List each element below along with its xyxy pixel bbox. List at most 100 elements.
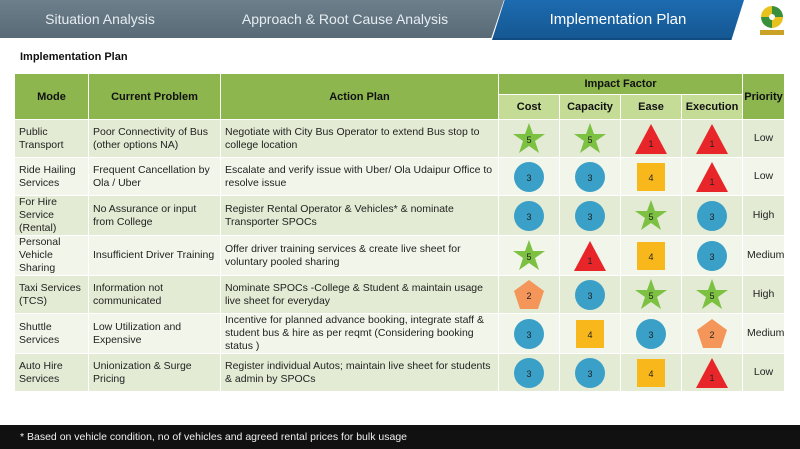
square-icon: 4	[634, 162, 668, 191]
triangle-icon: 1	[695, 123, 729, 154]
action-cell: Register individual Autos; maintain live…	[220, 353, 499, 392]
svg-text:3: 3	[709, 252, 714, 262]
svg-text:5: 5	[526, 252, 531, 262]
mode-cell: Shuttle Services	[14, 313, 89, 354]
cost-score-cell: 2	[498, 275, 560, 314]
capacity-score-cell: 1	[559, 235, 621, 276]
brand-logo	[752, 3, 792, 37]
column-header-impact: Impact Factor	[497, 73, 744, 95]
pentagon-icon: 2	[695, 318, 729, 348]
star-icon: 5	[512, 239, 546, 270]
ease-score-cell: 4	[620, 235, 682, 276]
problem-cell: Unionization & Surge Pricing	[88, 353, 221, 392]
table-row: Personal Vehicle Sharing Insufficient Dri…	[14, 235, 786, 276]
problem-cell: No Assurance or input from College	[88, 195, 221, 236]
execution-score-cell: 1	[680, 119, 744, 158]
circle-icon: 3	[573, 200, 607, 231]
svg-text:3: 3	[526, 173, 531, 183]
svg-text:5: 5	[587, 135, 592, 145]
pentagon-icon: 2	[512, 279, 546, 309]
triangle-icon: 1	[695, 161, 729, 192]
svg-text:5: 5	[709, 291, 714, 301]
execution-score-cell: 3	[680, 235, 744, 276]
svg-text:3: 3	[587, 291, 592, 301]
priority-cell: Low	[742, 157, 786, 196]
execution-score-cell: 1	[680, 157, 744, 196]
priority-cell: Low	[742, 119, 786, 158]
problem-cell: Poor Connectivity of Bus (other options …	[88, 119, 221, 158]
execution-score-cell: 5	[680, 275, 744, 314]
cost-score-cell: 3	[498, 353, 560, 392]
action-cell: Nominate SPOCs -College & Student & main…	[220, 275, 499, 314]
cost-score-cell: 3	[498, 313, 560, 354]
table-row: Shuttle Services Low Utilization and Expe…	[14, 313, 786, 354]
triangle-icon: 1	[695, 357, 729, 388]
mode-cell: Ride Hailing Services	[14, 157, 89, 196]
svg-text:4: 4	[648, 369, 653, 379]
svg-text:1: 1	[709, 177, 714, 187]
tab-approach-root-cause[interactable]: Approach & Root Cause Analysis	[186, 0, 504, 38]
circle-icon: 3	[695, 200, 729, 231]
priority-cell: High	[742, 275, 786, 314]
capacity-score-cell: 3	[559, 353, 621, 392]
circle-icon: 3	[512, 161, 546, 192]
circle-icon: 3	[512, 318, 546, 349]
ease-score-cell: 1	[620, 119, 682, 158]
action-cell: Negotiate with City Bus Operator to exte…	[220, 119, 499, 158]
circle-icon: 3	[512, 200, 546, 231]
ease-score-cell: 4	[620, 353, 682, 392]
capacity-score-cell: 4	[559, 313, 621, 354]
table-row: Taxi Services (TCS) Information not commu…	[14, 275, 786, 314]
implementation-plan-table: Mode Current Problem Action Plan Impact …	[14, 73, 786, 392]
circle-icon: 3	[695, 240, 729, 271]
problem-cell: Insufficient Driver Training	[88, 235, 221, 276]
square-icon: 4	[573, 319, 607, 348]
column-header-execution: Execution	[680, 94, 744, 120]
column-header-problem: Current Problem	[88, 73, 221, 120]
mode-cell: Public Transport	[14, 119, 89, 158]
action-cell: Escalate and verify issue with Uber/ Ola…	[220, 157, 499, 196]
star-icon: 5	[695, 278, 729, 309]
tab-implementation-plan[interactable]: Implementation Plan	[492, 0, 744, 40]
svg-text:1: 1	[587, 256, 592, 266]
execution-score-cell: 1	[680, 353, 744, 392]
svg-text:3: 3	[587, 212, 592, 222]
svg-text:3: 3	[526, 212, 531, 222]
page-title: Implementation Plan	[20, 51, 128, 63]
action-cell: Offer driver training services & create …	[220, 235, 499, 276]
svg-text:3: 3	[709, 212, 714, 222]
action-cell: Incentive for planned advance booking, i…	[220, 313, 499, 354]
svg-text:3: 3	[587, 173, 592, 183]
svg-text:2: 2	[709, 330, 714, 340]
svg-text:4: 4	[648, 252, 653, 262]
svg-text:4: 4	[587, 330, 592, 340]
star-icon: 5	[573, 122, 607, 153]
priority-cell: Low	[742, 353, 786, 392]
circle-icon: 3	[573, 357, 607, 388]
square-icon: 4	[634, 358, 668, 387]
tab-label: Approach & Root Cause Analysis	[241, 11, 449, 27]
tab-situation-analysis[interactable]: Situation Analysis	[0, 0, 200, 38]
svg-text:3: 3	[648, 330, 653, 340]
triangle-icon: 1	[573, 240, 607, 271]
svg-text:3: 3	[526, 369, 531, 379]
circle-icon: 3	[634, 318, 668, 349]
cost-score-cell: 5	[498, 119, 560, 158]
capacity-score-cell: 5	[559, 119, 621, 158]
svg-text:1: 1	[648, 139, 653, 149]
mode-cell: Auto Hire Services	[14, 353, 89, 392]
priority-cell: Medium	[742, 235, 786, 276]
tab-label: Implementation Plan	[549, 10, 687, 28]
mode-cell: Personal Vehicle Sharing	[14, 235, 89, 276]
svg-text:5: 5	[526, 135, 531, 145]
execution-score-cell: 3	[680, 195, 744, 236]
mode-cell: For Hire Service (Rental)	[14, 195, 89, 236]
problem-cell: Low Utilization and Expensive	[88, 313, 221, 354]
table-row: Auto Hire Services Unionization & Surge P…	[14, 353, 786, 392]
problem-cell: Frequent Cancellation by Ola / Uber	[88, 157, 221, 196]
tab-label: Situation Analysis	[45, 11, 155, 27]
column-header-priority: Priority	[742, 73, 786, 120]
column-header-ease: Ease	[620, 94, 682, 120]
execution-score-cell: 2	[680, 313, 744, 354]
column-header-capacity: Capacity	[559, 94, 621, 120]
